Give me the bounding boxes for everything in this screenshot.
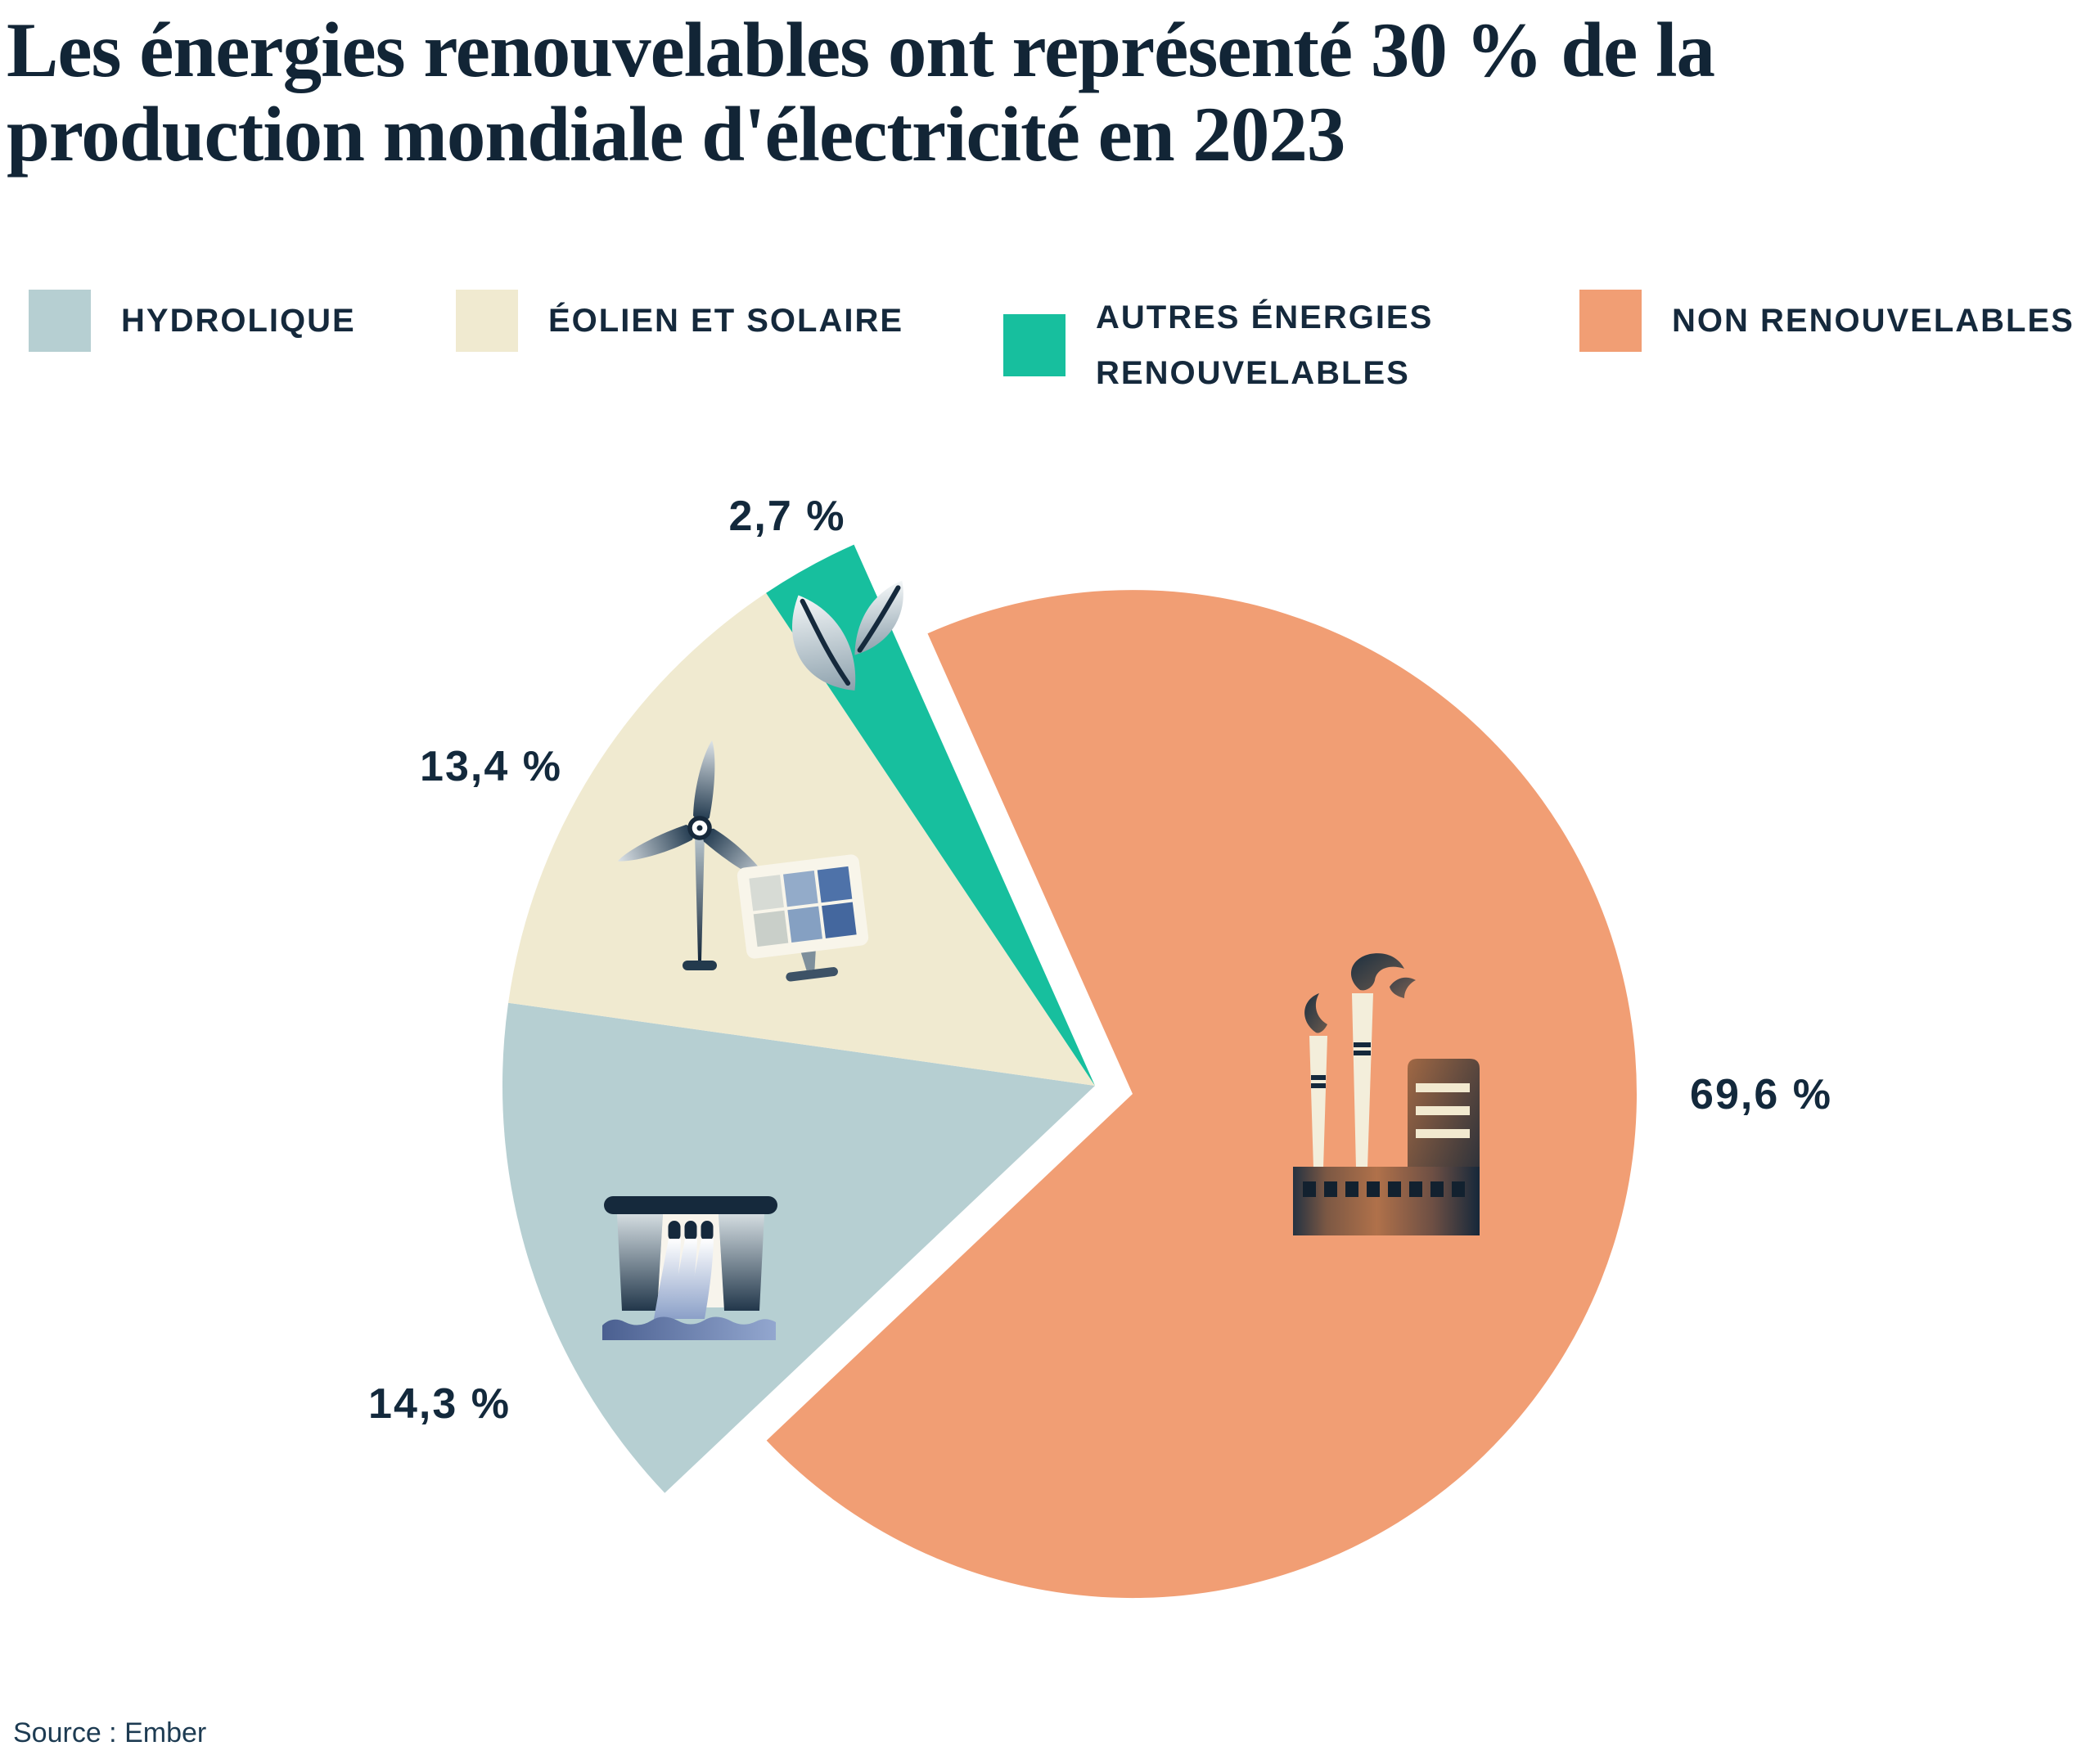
page-title-line1: Les énergies renouvelables ont représent… bbox=[7, 7, 1715, 93]
pie-slice-non-renouvelables bbox=[766, 590, 1637, 1599]
leaf-icon bbox=[792, 580, 903, 691]
hydro-dam-icon bbox=[602, 1196, 777, 1340]
page-title: Les énergies renouvelables ont représent… bbox=[7, 8, 2092, 177]
legend-label-hydrolique: HYDROLIQUE bbox=[121, 303, 356, 339]
source-note: Source : Ember bbox=[13, 1717, 207, 1748]
legend-swatch-autres-energies bbox=[1003, 314, 1066, 376]
slice-label-hydrolique: 14,3 % bbox=[368, 1380, 511, 1428]
slice-label-eolien-solaire: 13,4 % bbox=[420, 743, 562, 790]
legend-swatch-eolien-solaire bbox=[456, 290, 518, 352]
legend-label-autres-energies: AUTRES ÉNERGIES RENOUVELABLES bbox=[1096, 299, 1434, 391]
wind-turbine-icon bbox=[614, 740, 776, 970]
page-title-line2: production mondiale d'électricité en 202… bbox=[7, 91, 1345, 178]
legend-item-autres-energies: AUTRES ÉNERGIES RENOUVELABLES bbox=[1003, 290, 1433, 401]
legend-label-eolien-solaire: ÉOLIEN ET SOLAIRE bbox=[548, 303, 904, 339]
factory-icon bbox=[1293, 953, 1480, 1235]
pie-slice--olien-et-solaire bbox=[508, 592, 1095, 1086]
slice-label-autres-energies: 2,7 % bbox=[728, 493, 846, 540]
legend-swatch-hydrolique bbox=[29, 290, 91, 352]
pie-slice-hydrolique bbox=[502, 1002, 1095, 1493]
legend-label-non-renouvelables: NON RENOUVELABLES bbox=[1672, 303, 2075, 339]
legend-item-eolien-solaire: ÉOLIEN ET SOLAIRE bbox=[456, 290, 903, 352]
legend: HYDROLIQUE ÉOLIEN ET SOLAIRE AUTRES ÉNER… bbox=[0, 0, 2095, 391]
slice-label-non-renouvelables: 69,6 % bbox=[1690, 1071, 1832, 1118]
legend-swatch-non-renouvelables bbox=[1579, 290, 1642, 352]
legend-item-hydrolique: HYDROLIQUE bbox=[29, 290, 356, 352]
solar-panel-icon bbox=[737, 854, 869, 982]
legend-item-non-renouvelables: NON RENOUVELABLES bbox=[1579, 290, 2075, 352]
